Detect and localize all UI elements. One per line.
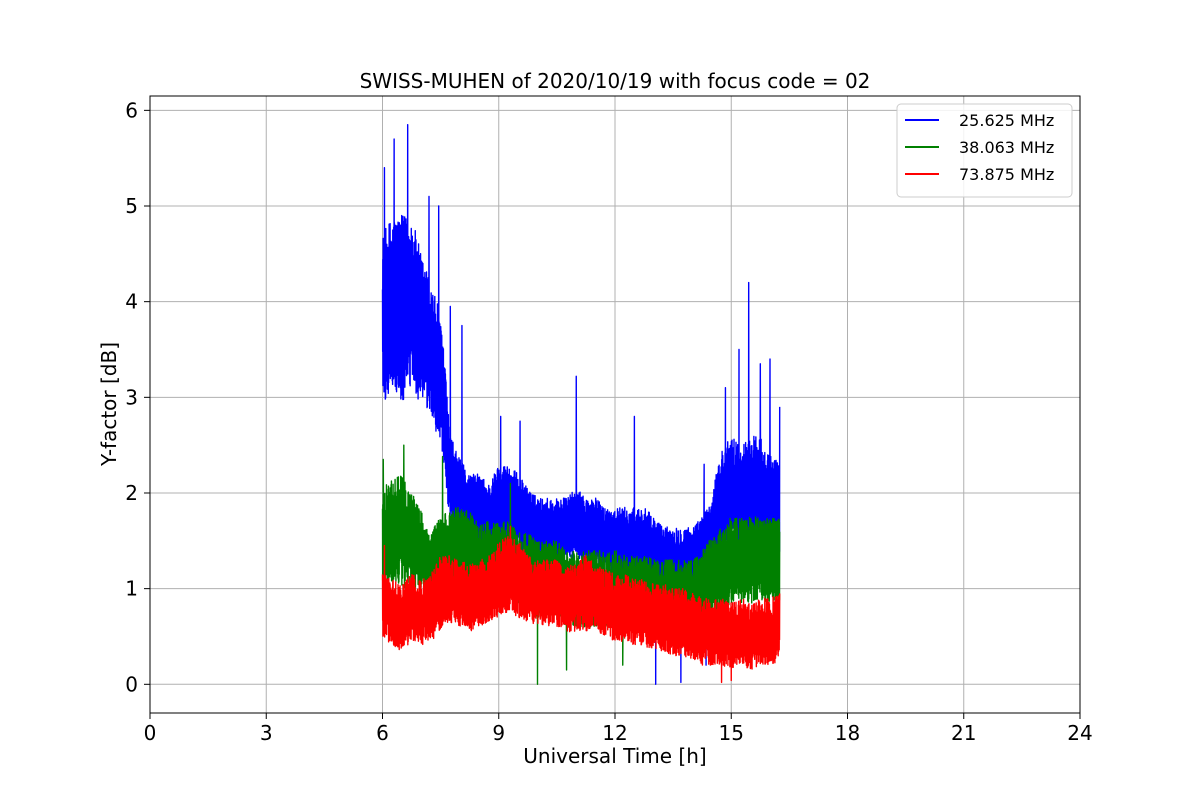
series-line <box>381 525 781 684</box>
legend-label: 73.875 MHz <box>959 165 1054 184</box>
y-tick-label: 4 <box>125 290 138 314</box>
chart-title: SWISS-MUHEN of 2020/10/19 with focus cod… <box>360 69 871 93</box>
y-tick-label: 6 <box>125 98 138 122</box>
legend-box <box>896 103 1073 198</box>
series-line <box>381 124 781 685</box>
x-tick-label: 24 <box>1067 721 1092 745</box>
plot-series-group <box>381 124 781 685</box>
x-tick-label: 12 <box>602 721 627 745</box>
x-tick-label: 0 <box>144 721 157 745</box>
x-tick-label: 6 <box>376 721 389 745</box>
x-tick-label: 18 <box>835 721 860 745</box>
y-tick-label: 3 <box>125 385 138 409</box>
legend-label: 38.063 MHz <box>959 138 1054 157</box>
x-tick-label: 15 <box>719 721 744 745</box>
y-tick-label: 1 <box>125 577 138 601</box>
x-tick-label: 9 <box>492 721 505 745</box>
y-tick-label: 0 <box>125 672 138 696</box>
legend-label: 25.625 MHz <box>959 111 1054 130</box>
legend: 25.625 MHz 38.063 MHz 73.875 MHz <box>896 103 1073 198</box>
y-axis-label: Y-factor [dB] <box>97 342 121 467</box>
y-tick-label: 2 <box>125 481 138 505</box>
y-tick-label: 5 <box>125 194 138 218</box>
x-tick-label: 3 <box>260 721 273 745</box>
x-tick-label: 21 <box>951 721 976 745</box>
x-axis-label: Universal Time [h] <box>523 744 706 768</box>
